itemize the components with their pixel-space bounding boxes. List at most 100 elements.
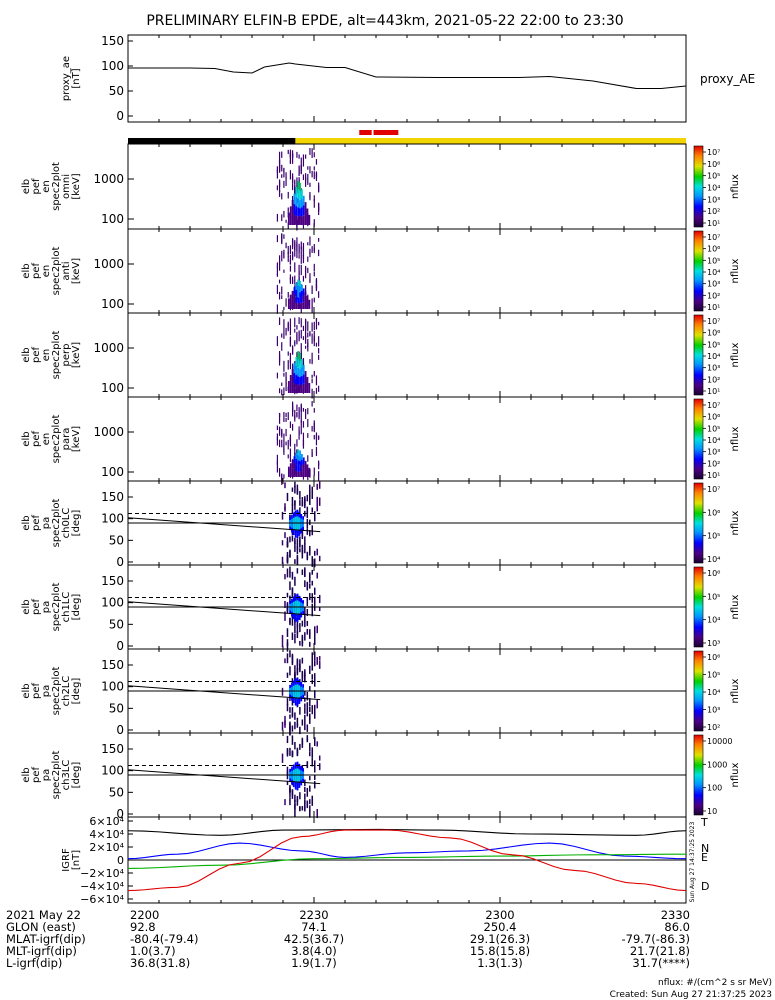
panel-frame-ae: [127, 34, 687, 123]
spec-pixel: [278, 255, 281, 262]
spec-pixel: [311, 558, 314, 567]
loss-cone-line: [127, 601, 321, 617]
spec-pixel: [286, 628, 289, 637]
spec-pixel: [313, 434, 315, 440]
colorbar-tick-label: 10⁶: [707, 508, 720, 517]
spec-pixel: [296, 404, 298, 412]
spec-pixel: [283, 433, 285, 441]
spec-pixel: [316, 572, 318, 579]
colorbar-tick-label: 10¹: [707, 471, 720, 480]
spec-pixel: [301, 636, 304, 643]
spec-pixel: [316, 503, 318, 512]
colorbar-tick-label: 10⁷: [707, 401, 720, 410]
spec-pixel: [304, 568, 306, 577]
spec-pixel: [289, 440, 292, 445]
panel-ylabel-line: [keV]: [71, 342, 82, 368]
spec-pixel: [289, 714, 291, 719]
spec-pixel: [309, 686, 311, 691]
pa-ytick-label: 0: [116, 723, 124, 737]
colorbar-tick-label: 10⁴: [707, 352, 720, 361]
spec-pixel: [315, 278, 318, 283]
spec-pixel: [313, 339, 315, 347]
spec-pixel: [318, 555, 321, 562]
spec-pixel: [316, 741, 318, 747]
spec-pixel: [297, 297, 300, 304]
colorbar-tick-label: 10²: [707, 723, 720, 732]
spec-pixel: [289, 265, 292, 272]
spec-pixel: [295, 289, 298, 297]
panel-ylabel-line: [deg]: [71, 594, 82, 621]
spec-pixel: [296, 177, 298, 187]
spec-pixel: [281, 164, 283, 172]
spec-pixel: [276, 266, 278, 276]
grf-line-D: [127, 829, 687, 892]
spec-pixel: [302, 470, 305, 477]
spec-pixel: [299, 208, 301, 217]
spec-pixel: [300, 367, 303, 377]
colorbar-label: nflux: [730, 762, 741, 787]
panel-ylabel-line: elb: [21, 179, 32, 194]
panel-ylabel-line: ch3LC: [61, 760, 72, 791]
panel-ylabel-line: elb: [21, 263, 32, 278]
spec-pixel: [304, 543, 306, 554]
spec-pixel: [278, 179, 281, 187]
spec-pixel: [299, 450, 301, 456]
pa-ytick-label: 50: [109, 785, 124, 799]
spec-pixel: [299, 743, 301, 750]
spec-pixel: [283, 269, 285, 273]
spec-pixel: [281, 342, 283, 351]
spec-pixel: [315, 159, 318, 165]
spec-pixel: [315, 387, 318, 394]
spec-pixel: [309, 194, 311, 199]
spec-pixel: [309, 359, 311, 364]
spec-pixel: [283, 372, 285, 377]
spec-pixel: [286, 780, 289, 786]
spec-pixel: [297, 471, 300, 477]
spec-pixel: [297, 303, 300, 309]
spec-pixel: [286, 603, 289, 614]
grf-line-E: [127, 853, 687, 869]
spec-pixel: [296, 631, 299, 639]
panel-ylabel-line: IGRF: [61, 848, 72, 872]
colorbar-tick-label: 10⁷: [707, 485, 720, 494]
spec-pixel: [305, 154, 307, 159]
spec-pixel: [294, 741, 296, 750]
spec-pixel: [318, 662, 321, 669]
spec-pixel: [304, 580, 306, 588]
spec-pixel: [283, 444, 285, 455]
spec-pixel: [281, 721, 284, 731]
spec-pixel: [306, 494, 309, 502]
spec-pixel: [291, 150, 294, 159]
grf-ytick-label: 2×10⁴: [89, 841, 124, 854]
spec-pixel: [313, 321, 315, 331]
spec-pixel: [278, 427, 281, 436]
spec-pixel: [278, 159, 281, 169]
spec-pixel: [295, 357, 298, 367]
colorbar-tick-label: 10²: [707, 459, 720, 468]
spec-pixel: [309, 532, 311, 537]
spec-pixel: [286, 672, 289, 678]
spec-pixel: [318, 656, 321, 661]
spec-pixel: [309, 573, 311, 582]
energy-ytick-label: 100: [101, 297, 124, 311]
spec-pixel: [309, 805, 311, 812]
spec-pixel: [300, 465, 303, 472]
panel-ylabel-line: [deg]: [71, 678, 82, 705]
spec-pixel: [311, 569, 314, 575]
spec-pixel: [318, 594, 321, 604]
spec-pixel: [305, 345, 307, 349]
spec-pixel: [314, 599, 316, 608]
spec-pixel: [299, 199, 301, 209]
spec-pixel: [278, 388, 281, 394]
spec-pixel: [298, 317, 300, 325]
spec-pixel: [318, 755, 321, 761]
colorbar-ch1: [693, 566, 704, 648]
spec-pixel: [309, 251, 311, 258]
spec-pixel: [311, 593, 314, 603]
spec-pixel: [281, 233, 283, 243]
footer-value: 29.1(26.3): [470, 932, 530, 946]
spec-pixel: [291, 459, 294, 469]
colorbar-tick-label: 10⁵: [707, 340, 720, 349]
orbit-bar-science-3: [373, 130, 399, 135]
spec-pixel: [299, 548, 301, 553]
